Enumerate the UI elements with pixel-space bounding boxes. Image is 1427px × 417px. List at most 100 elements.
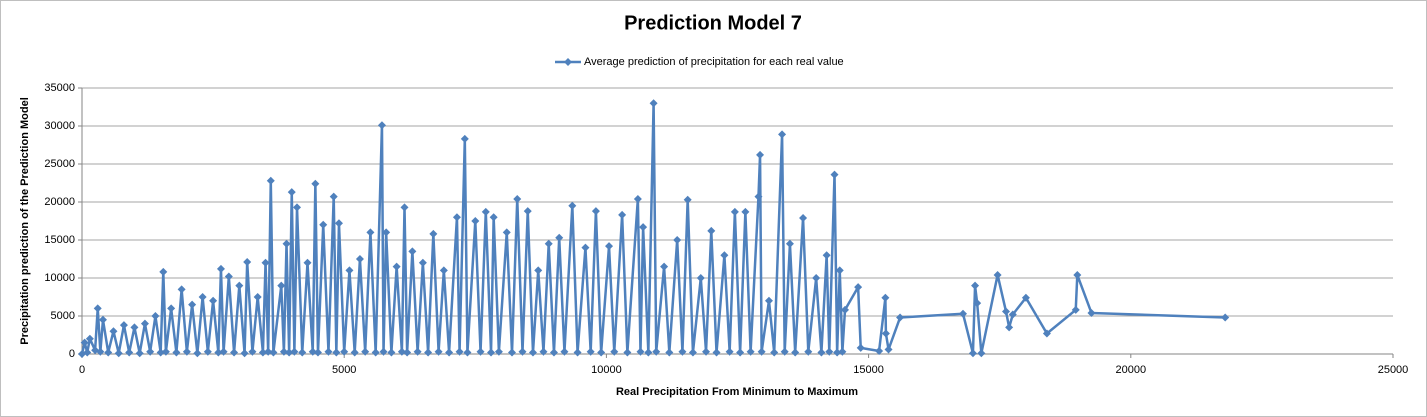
- marker: [746, 347, 755, 356]
- marker: [884, 345, 893, 354]
- x-tick-label: 20000: [1116, 364, 1147, 376]
- marker: [392, 262, 401, 271]
- y-axis-title: Precipitation prediction of the Predicti…: [19, 97, 31, 345]
- x-tick-label: 10000: [591, 364, 622, 376]
- marker: [193, 349, 202, 358]
- x-tick-label: 25000: [1378, 364, 1409, 376]
- marker: [214, 348, 223, 357]
- x-tick-label: 15000: [853, 364, 884, 376]
- marker: [597, 348, 606, 357]
- marker: [298, 348, 307, 357]
- marker: [329, 192, 338, 201]
- marker: [340, 347, 349, 356]
- marker: [140, 319, 149, 328]
- marker: [172, 348, 181, 357]
- marker: [248, 347, 257, 356]
- marker: [161, 347, 170, 356]
- marker: [1021, 293, 1030, 302]
- marker: [817, 348, 826, 357]
- marker: [80, 338, 89, 347]
- marker: [253, 293, 262, 301]
- marker: [104, 348, 113, 357]
- marker: [968, 349, 977, 358]
- marker: [804, 347, 813, 356]
- marker: [712, 348, 721, 357]
- marker: [812, 274, 821, 282]
- marker: [683, 195, 692, 204]
- marker: [403, 348, 412, 357]
- marker: [678, 347, 687, 356]
- marker: [835, 266, 844, 275]
- marker: [977, 349, 986, 358]
- marker: [841, 305, 850, 314]
- marker: [1087, 308, 1096, 317]
- marker: [371, 348, 380, 357]
- marker: [463, 348, 472, 357]
- marker: [303, 258, 312, 267]
- marker: [523, 207, 532, 216]
- marker: [400, 203, 409, 212]
- marker: [971, 281, 980, 290]
- marker: [555, 233, 564, 242]
- marker: [439, 266, 448, 275]
- marker: [736, 348, 745, 357]
- marker: [198, 293, 207, 301]
- marker: [235, 281, 244, 290]
- marker: [85, 334, 94, 343]
- x-tick-label: 5000: [332, 364, 356, 376]
- marker: [1005, 323, 1014, 332]
- marker: [757, 347, 766, 356]
- marker: [696, 274, 705, 282]
- marker: [518, 347, 527, 356]
- marker: [785, 239, 794, 248]
- marker: [539, 347, 548, 356]
- marker: [544, 239, 553, 248]
- y-tick-label: 15000: [44, 234, 75, 246]
- marker: [264, 347, 273, 356]
- marker: [308, 347, 317, 356]
- marker: [778, 130, 787, 139]
- marker: [1071, 305, 1080, 314]
- marker: [673, 236, 682, 244]
- marker: [513, 194, 522, 203]
- y-tick-label: 0: [69, 348, 75, 360]
- marker: [408, 247, 417, 256]
- y-tick-label: 20000: [44, 196, 75, 208]
- marker: [1008, 310, 1017, 319]
- marker: [881, 329, 890, 338]
- marker: [573, 348, 582, 357]
- marker: [568, 201, 577, 210]
- marker: [586, 347, 595, 356]
- marker: [791, 348, 800, 357]
- marker: [896, 313, 905, 322]
- y-tick-label: 30000: [44, 120, 75, 132]
- marker: [688, 348, 697, 357]
- marker: [355, 255, 364, 263]
- marker: [822, 251, 831, 260]
- marker: [287, 188, 296, 197]
- marker: [277, 281, 286, 290]
- marker: [285, 348, 294, 357]
- marker: [754, 192, 763, 201]
- x-axis-title: Real Precipitation From Minimum to Maxim…: [616, 386, 858, 398]
- marker: [605, 242, 614, 251]
- y-tick-label: 10000: [44, 272, 75, 284]
- marker: [636, 347, 645, 356]
- marker: [652, 347, 661, 356]
- marker: [135, 349, 144, 358]
- marker: [387, 348, 396, 357]
- y-tick-label: 25000: [44, 158, 75, 170]
- marker: [293, 203, 302, 212]
- marker: [993, 270, 1002, 279]
- marker: [290, 347, 299, 356]
- marker: [1001, 307, 1010, 316]
- marker: [494, 347, 503, 356]
- marker: [188, 300, 197, 309]
- marker: [730, 207, 739, 216]
- marker: [830, 170, 839, 179]
- marker: [875, 346, 884, 355]
- marker: [261, 258, 270, 267]
- marker: [487, 348, 496, 357]
- marker: [177, 285, 186, 294]
